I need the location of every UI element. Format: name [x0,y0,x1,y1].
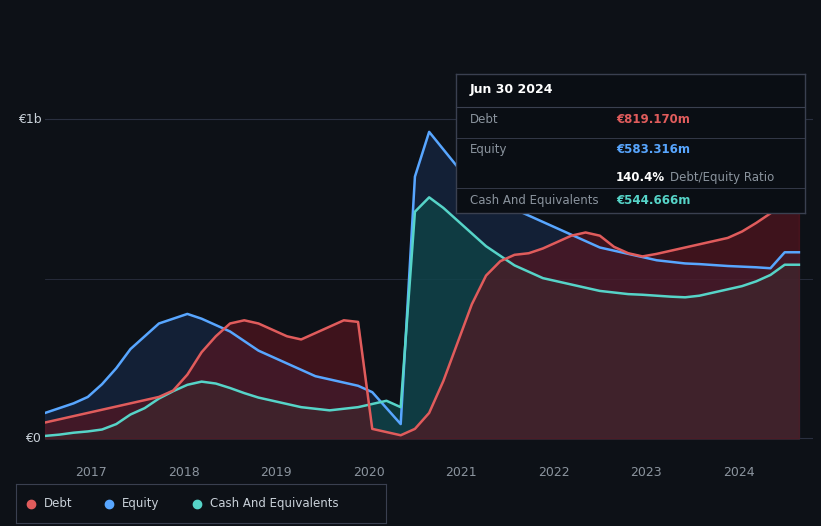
Text: 2020: 2020 [353,466,385,479]
Text: €583.316m: €583.316m [616,144,690,156]
Text: Debt/Equity Ratio: Debt/Equity Ratio [670,171,774,184]
Text: €1b: €1b [18,113,41,126]
Text: 2024: 2024 [723,466,754,479]
Text: Equity: Equity [122,497,159,510]
Text: Debt: Debt [44,497,73,510]
Text: €544.666m: €544.666m [616,194,690,207]
Text: Cash And Equivalents: Cash And Equivalents [470,194,599,207]
Text: €819.170m: €819.170m [616,113,690,126]
Text: Equity: Equity [470,144,507,156]
Text: 2021: 2021 [446,466,477,479]
Text: €0: €0 [25,432,41,445]
Text: 2022: 2022 [538,466,570,479]
Text: 2019: 2019 [260,466,292,479]
Text: Jun 30 2024: Jun 30 2024 [470,84,553,96]
Text: 2023: 2023 [631,466,662,479]
Text: 2017: 2017 [76,466,108,479]
Text: 140.4%: 140.4% [616,171,665,184]
Text: Debt: Debt [470,113,498,126]
Text: Cash And Equivalents: Cash And Equivalents [210,497,339,510]
Text: 2018: 2018 [168,466,200,479]
